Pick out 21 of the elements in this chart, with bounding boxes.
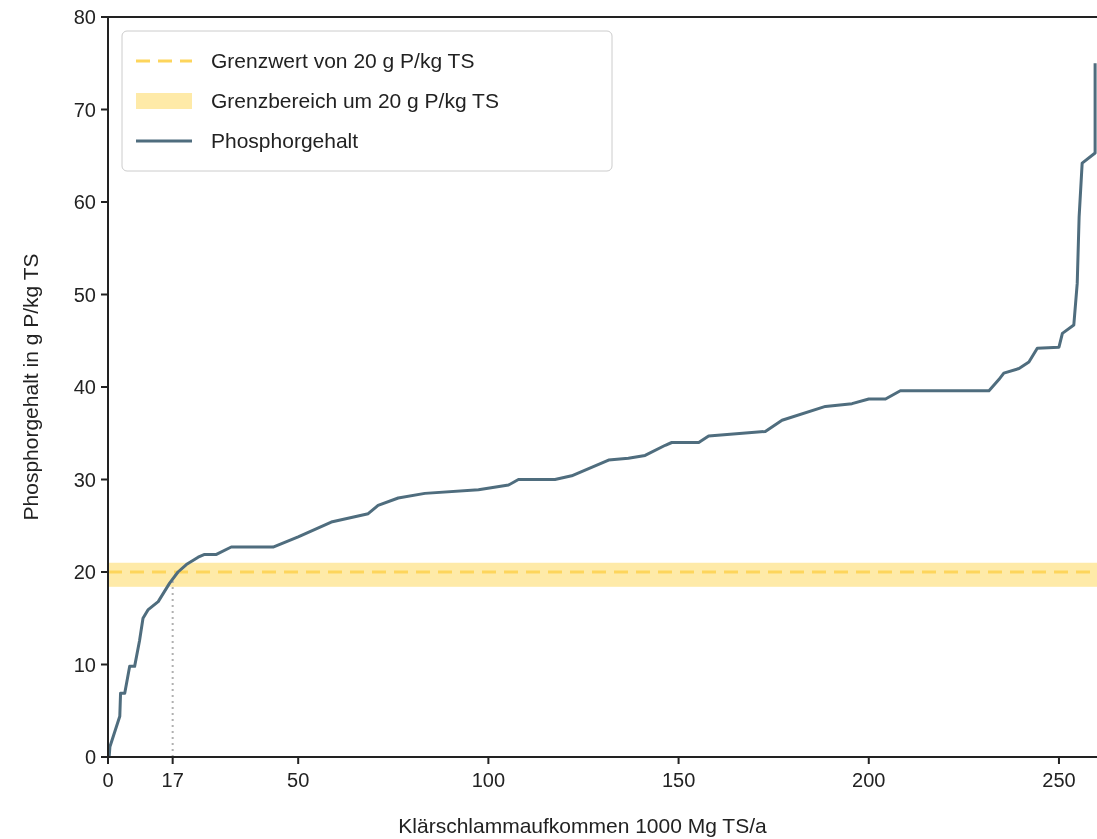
y-tick-label: 40 xyxy=(73,376,96,398)
legend-label: Grenzwert von 20 g P/kg TS xyxy=(211,49,475,73)
x-axis-title: Klärschlammaufkommen 1000 Mg TS/a xyxy=(398,814,768,837)
y-tick-label: 60 xyxy=(73,191,96,213)
y-tick-label: 20 xyxy=(73,561,96,583)
x-tick-label: 100 xyxy=(471,769,506,791)
legend-label: Phosphorgehalt xyxy=(211,129,359,153)
x-tick-label: 250 xyxy=(1042,769,1076,791)
y-axis-title: Phosphorgehalt in g P/kg TS xyxy=(19,253,42,521)
x-tick-label: 200 xyxy=(852,769,886,791)
x-tick-label: 150 xyxy=(661,769,696,791)
y-tick-label: 10 xyxy=(73,653,96,676)
y-tick-label: 30 xyxy=(73,468,96,491)
x-tick-label: 50 xyxy=(287,769,310,791)
y-tick-label: 80 xyxy=(73,6,96,28)
y-tick-label: 50 xyxy=(73,283,96,306)
y-tick-label: 0 xyxy=(84,746,96,768)
legend-label: Grenzbereich um 20 g P/kg TS xyxy=(211,89,499,113)
x-tick-label: 17 xyxy=(161,769,184,791)
y-tick-label: 70 xyxy=(73,98,96,121)
x-tick-label: 0 xyxy=(102,769,114,791)
